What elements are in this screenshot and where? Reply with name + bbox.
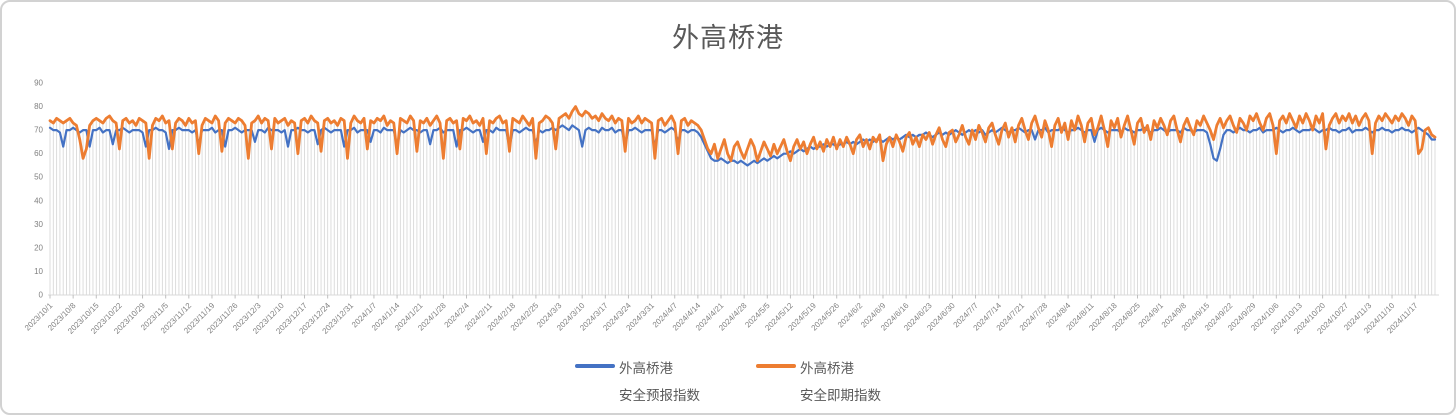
y-axis-label: 0 (39, 291, 44, 300)
series-line-forecast (48, 124, 1437, 167)
legend-label-current: 外高桥港 安全即期指数 (800, 356, 881, 409)
legend-label-line1: 外高桥港 (619, 361, 673, 377)
y-axis-label: 30 (34, 220, 43, 229)
y-axis-label: 40 (34, 196, 43, 205)
y-axis-label: 60 (34, 149, 43, 158)
legend-item-forecast: 外高桥港 安全预报指数 (575, 356, 700, 409)
legend-label-line2: 安全即期指数 (800, 387, 881, 403)
legend-item-current: 外高桥港 安全即期指数 (756, 356, 881, 409)
y-axis-label: 90 (34, 79, 43, 88)
series-line-current (48, 105, 1437, 163)
legend-swatch-forecast-line (575, 364, 615, 369)
legend-swatch-current-line (756, 364, 796, 369)
legend-label-line2: 安全预报指数 (619, 387, 700, 403)
chart-title: 外高桥港 (672, 23, 784, 53)
legend-label-forecast: 外高桥港 安全预报指数 (619, 356, 700, 409)
legend: 外高桥港 安全预报指数 外高桥港 安全即期指数 (2, 356, 1454, 409)
y-axis-label: 10 (34, 267, 43, 276)
y-axis-label: 50 (34, 173, 43, 182)
legend-label-line1: 外高桥港 (800, 361, 854, 377)
y-axis-label: 80 (34, 102, 43, 111)
y-axis-label: 20 (34, 243, 43, 252)
y-axis-label: 70 (34, 126, 43, 135)
